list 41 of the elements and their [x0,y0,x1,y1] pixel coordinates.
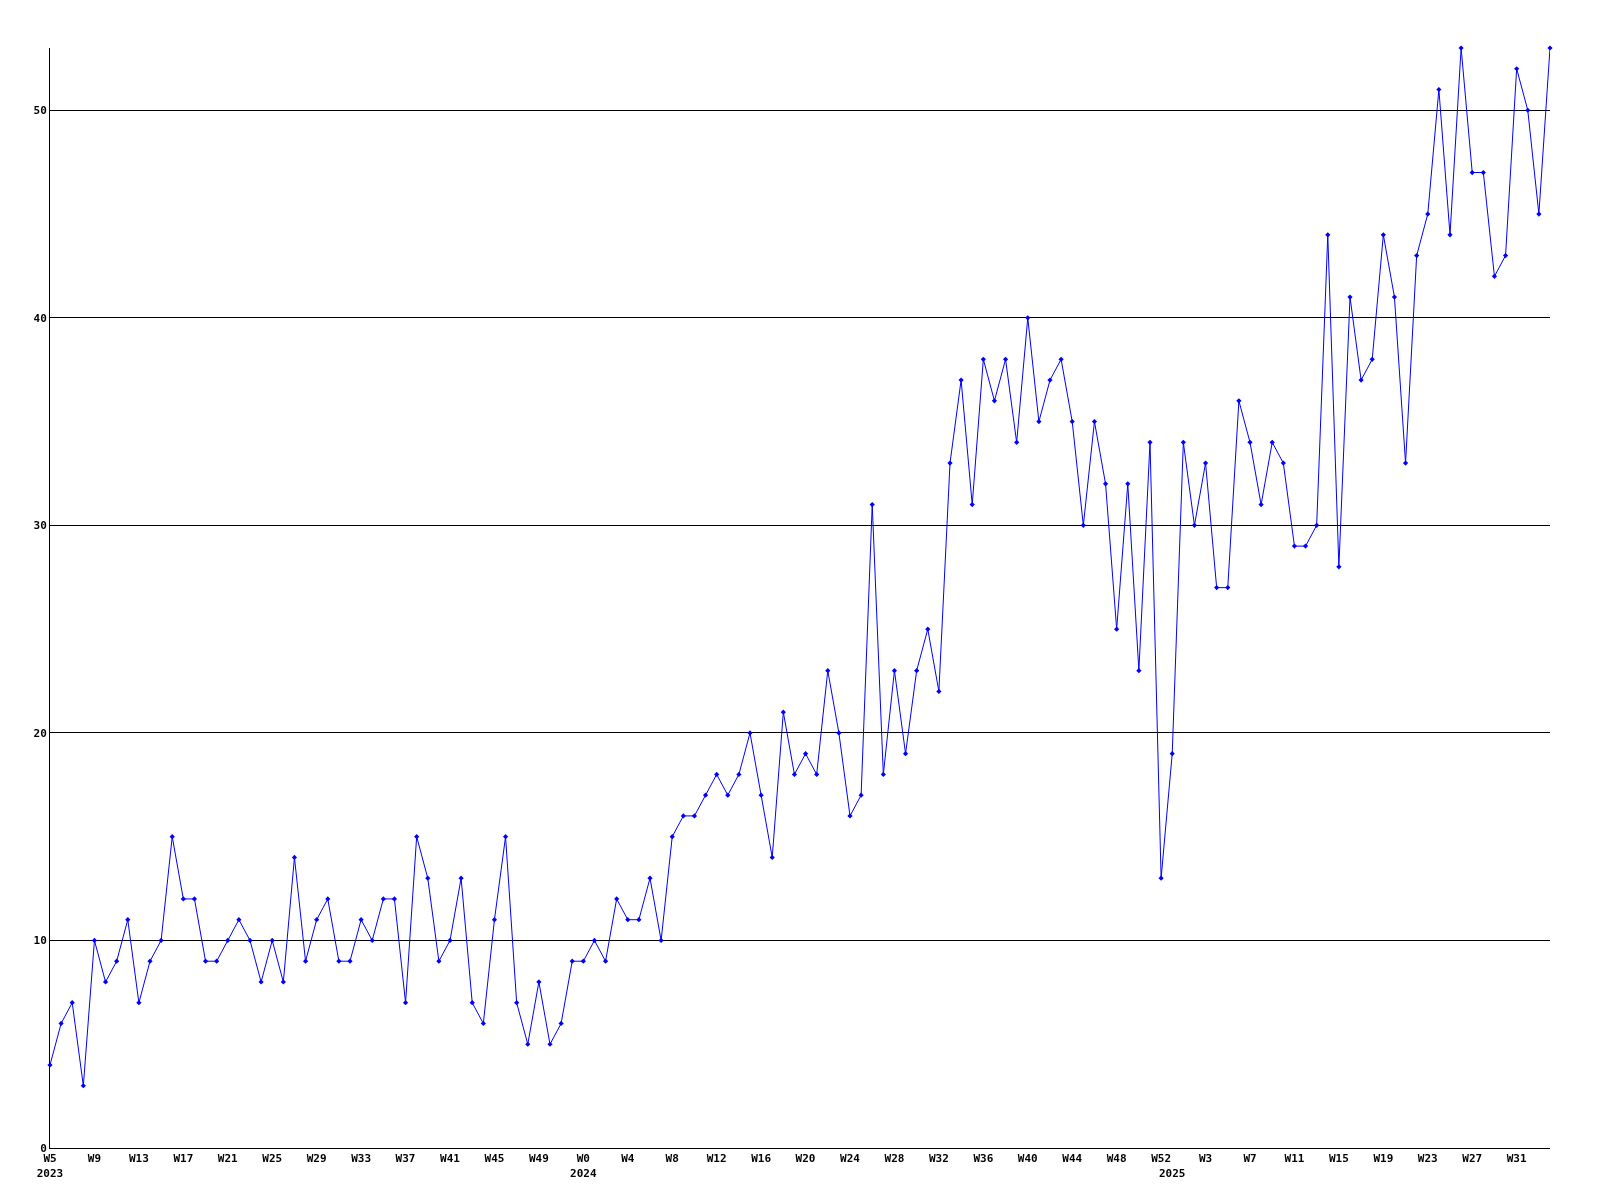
x-tick-label: 2025 [1158,1166,1186,1180]
x-tick-label: W20 [795,1152,816,1166]
x-tick-label: W9 [87,1152,102,1166]
x-tick-label: W29 [306,1152,327,1166]
x-tick-label: W21 [217,1152,239,1166]
x-tick-label: W44 [1062,1152,1083,1166]
x-tick-label: W15 [1328,1152,1349,1166]
y-tick-label: 20 [33,726,47,740]
x-tick-label: W31 [1506,1152,1527,1166]
x-tick-label: W13 [128,1152,149,1166]
x-tick-label: W45 [484,1152,505,1166]
x-tick-label: W5 2023 [36,1152,64,1180]
y-tick-label: 10 [33,934,47,948]
x-tick-label: W33 [351,1152,372,1166]
y-tick-label: 0 [40,1141,47,1155]
x-tick-label: W49 [528,1152,549,1166]
x-tick-label: W28 [884,1152,905,1166]
x-tick-label: W4 [621,1152,635,1166]
y-tick-label: 40 [33,311,47,325]
x-tick-label: W48 [1106,1152,1127,1166]
x-tick-label: W16 [751,1152,772,1166]
x-tick-label: W17 [173,1152,194,1166]
x-tick-label: W36 [973,1152,994,1166]
y-tick-label: 30 [33,519,47,533]
x-tick-label: W0 2024 [570,1152,597,1180]
x-tick-label: W7 [1243,1152,1257,1166]
x-tick-label: W11 [1284,1152,1305,1166]
x-tick-label: W40 [1017,1152,1038,1166]
x-tick-label: W19 [1373,1152,1394,1166]
x-tick-label: W25 [262,1152,283,1166]
x-tick-label: W12 [706,1152,727,1166]
x-tick-label: W27 [1462,1152,1483,1166]
x-tick-label: W41 [440,1152,461,1166]
x-tick-label: W37 [395,1152,416,1166]
x-tick-label: W24 [840,1152,861,1166]
x-tick-label: W8 [665,1152,679,1166]
x-tick-label: W32 [928,1152,949,1166]
y-tick-label: 50 [33,104,47,118]
x-tick-label: W23 [1417,1152,1438,1166]
x-tick-label: W52 [1151,1152,1172,1166]
x-tick-label: W3 [1198,1152,1213,1166]
